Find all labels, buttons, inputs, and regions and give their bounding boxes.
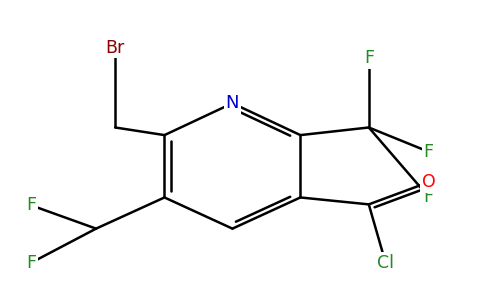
- Text: F: F: [424, 143, 434, 161]
- Text: Br: Br: [106, 39, 125, 57]
- Text: F: F: [424, 188, 434, 206]
- Text: N: N: [226, 94, 239, 112]
- Text: Cl: Cl: [377, 254, 394, 272]
- Text: F: F: [27, 196, 36, 214]
- Text: F: F: [364, 49, 374, 67]
- Text: F: F: [27, 254, 36, 272]
- Text: O: O: [422, 173, 436, 191]
